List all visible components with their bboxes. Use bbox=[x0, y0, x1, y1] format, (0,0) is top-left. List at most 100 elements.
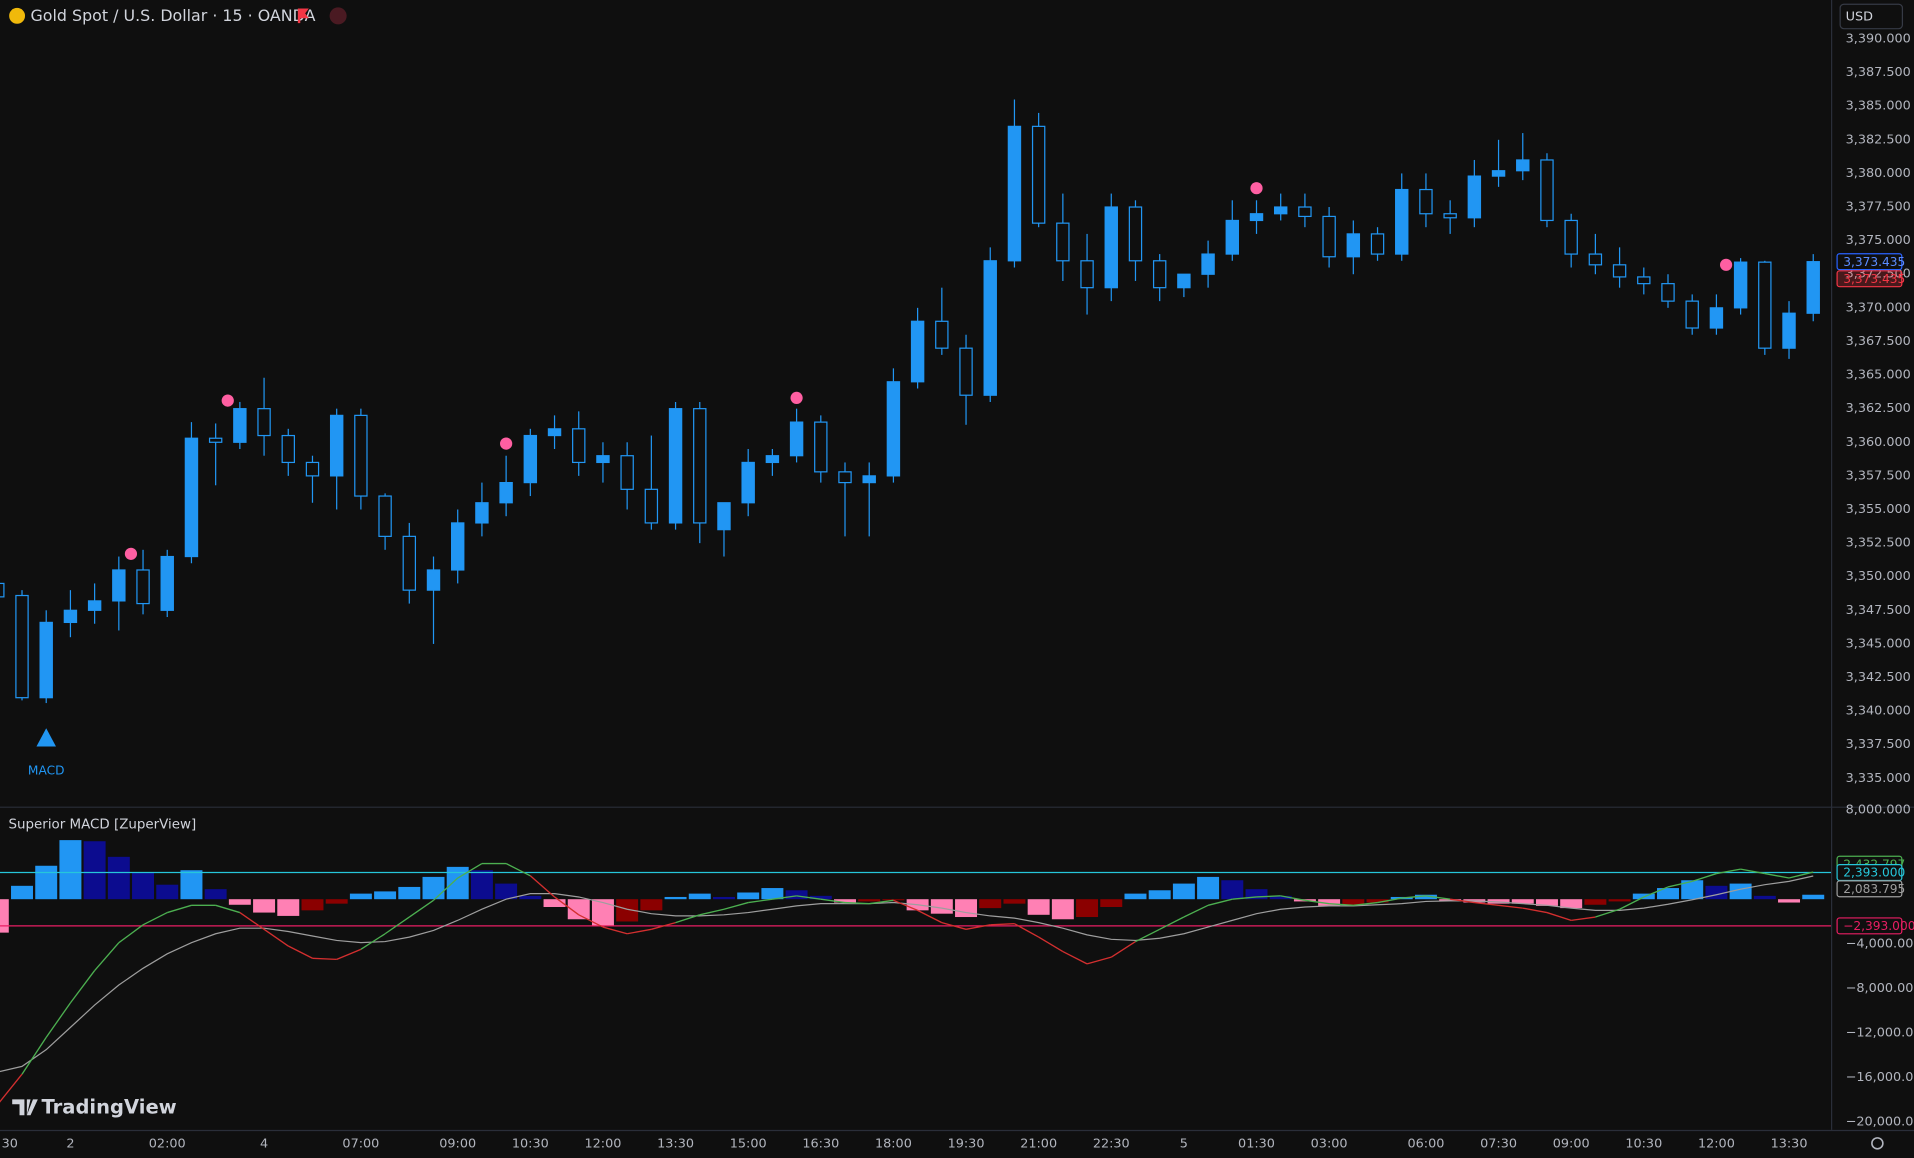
x-tick-label: 06:00 bbox=[1407, 1136, 1444, 1151]
macd-line-segment bbox=[118, 924, 144, 944]
candle-body bbox=[1395, 188, 1409, 255]
settings-icon[interactable] bbox=[1871, 1137, 1884, 1150]
x-tick-label: 30 bbox=[2, 1136, 18, 1151]
candle-body bbox=[184, 437, 199, 558]
y-tick-label: 3,385.000 bbox=[1846, 99, 1911, 114]
candle-body bbox=[1007, 125, 1022, 262]
histogram-bar bbox=[156, 884, 179, 900]
candle-body bbox=[1443, 213, 1457, 219]
candle-body bbox=[450, 522, 465, 571]
histogram-bar bbox=[1511, 899, 1534, 904]
y-tick-label: 3,360.000 bbox=[1846, 435, 1911, 450]
candle-body bbox=[257, 408, 271, 437]
candle-body bbox=[39, 621, 53, 699]
macd-line-segment bbox=[1110, 940, 1136, 958]
price-tag bbox=[1836, 270, 1903, 288]
candle-body bbox=[208, 437, 223, 443]
candle-body bbox=[233, 408, 247, 443]
histogram-bar bbox=[1681, 880, 1704, 900]
histogram-bar bbox=[1148, 890, 1171, 900]
signal-tag-label: 2,083.795 bbox=[1843, 882, 1905, 896]
candle-body bbox=[1661, 283, 1675, 302]
candle-body bbox=[1733, 261, 1748, 309]
histogram-bar bbox=[83, 841, 106, 900]
macd-line-segment bbox=[796, 895, 821, 900]
candle-body bbox=[814, 421, 828, 473]
histogram-bar bbox=[59, 840, 82, 900]
histogram-bar bbox=[1608, 899, 1631, 902]
macd-line-segment bbox=[602, 926, 628, 935]
macd-line-segment bbox=[408, 899, 434, 918]
candle-body bbox=[1298, 206, 1312, 218]
indicator-pane bbox=[0, 840, 1831, 1103]
histogram-bar bbox=[1003, 899, 1026, 904]
macd-line-segment bbox=[1571, 916, 1596, 922]
status-icon[interactable] bbox=[329, 7, 347, 25]
macd-line-segment bbox=[748, 898, 773, 904]
y-tick-label: 3,345.000 bbox=[1846, 636, 1911, 651]
indicator-title[interactable]: Superior MACD [ZuperView] bbox=[9, 817, 197, 832]
buy-arrow bbox=[36, 728, 56, 747]
histogram-bar bbox=[180, 870, 203, 900]
candle-body bbox=[1322, 215, 1336, 258]
symbol-icon[interactable] bbox=[9, 7, 26, 24]
x-tick-label: 07:00 bbox=[342, 1136, 379, 1151]
y-tick-label: −16,000.000 bbox=[1846, 1070, 1914, 1085]
macd-line-segment bbox=[0, 1073, 23, 1103]
histogram-bar bbox=[11, 885, 33, 900]
histogram-bar bbox=[1197, 876, 1220, 900]
histogram-bar bbox=[107, 856, 130, 900]
y-tick-label: 8,000.000 bbox=[1846, 803, 1911, 818]
histogram-bar bbox=[834, 899, 856, 903]
histogram-bar bbox=[688, 893, 711, 900]
x-tick-label: 2 bbox=[66, 1136, 74, 1151]
x-tick-label: 09:00 bbox=[1553, 1136, 1590, 1151]
signal-dot bbox=[790, 391, 803, 405]
x-tick-label: 12:00 bbox=[1698, 1136, 1735, 1151]
macd-line-segment bbox=[433, 877, 459, 901]
candle-body bbox=[886, 381, 901, 477]
y-tick-label: 3,342.500 bbox=[1846, 670, 1911, 685]
candle-body bbox=[160, 555, 174, 611]
histogram-bar bbox=[301, 899, 324, 911]
histogram-bar bbox=[1729, 883, 1752, 900]
candle-body bbox=[281, 434, 295, 464]
symbol-title[interactable]: Gold Spot / U.S. Dollar · 15 · OANDA bbox=[31, 6, 316, 25]
candle-body bbox=[1540, 159, 1554, 222]
macd-line-segment bbox=[820, 898, 846, 904]
histogram-bar bbox=[519, 895, 542, 900]
y-tick-label: 3,387.500 bbox=[1846, 65, 1911, 80]
currency-box[interactable] bbox=[1839, 3, 1904, 30]
candle-body bbox=[620, 455, 634, 490]
macd-line-segment bbox=[263, 928, 289, 947]
y-tick-label: 3,350.000 bbox=[1846, 569, 1911, 584]
macd-line-segment bbox=[1522, 907, 1548, 914]
histogram-bar bbox=[1584, 899, 1607, 905]
histogram-bar bbox=[979, 899, 1002, 909]
x-tick-label: 09:00 bbox=[439, 1136, 476, 1151]
price-tag-label: 3,373.435 bbox=[1843, 272, 1905, 286]
histogram-bar bbox=[1318, 899, 1341, 906]
candle-body bbox=[523, 434, 538, 484]
macd-line-segment bbox=[578, 914, 604, 928]
macd-line-segment bbox=[1667, 880, 1693, 888]
candle-body bbox=[765, 455, 780, 464]
signal-line bbox=[0, 875, 1814, 1073]
currency-label[interactable]: USD bbox=[1846, 10, 1873, 25]
y-tick-label: 3,340.000 bbox=[1846, 704, 1911, 719]
price-tag bbox=[1836, 253, 1903, 271]
signal-tag bbox=[1836, 880, 1903, 898]
histogram-bar bbox=[1535, 899, 1558, 906]
histogram-bar bbox=[0, 899, 9, 933]
candle-body bbox=[1128, 206, 1143, 262]
x-tick-label: 02:00 bbox=[149, 1136, 186, 1151]
histogram-bar bbox=[1802, 894, 1825, 900]
x-tick-label: 16:30 bbox=[802, 1136, 839, 1151]
candle-body bbox=[1806, 261, 1820, 314]
x-tick-label: 13:30 bbox=[1771, 1136, 1808, 1151]
y-tick-label: 3,370.000 bbox=[1846, 300, 1911, 315]
x-tick-label: 10:30 bbox=[512, 1136, 549, 1151]
y-tick-label: −4,000.000 bbox=[1846, 936, 1914, 951]
histogram-bar bbox=[1560, 899, 1583, 909]
macd-line-segment bbox=[941, 921, 967, 930]
